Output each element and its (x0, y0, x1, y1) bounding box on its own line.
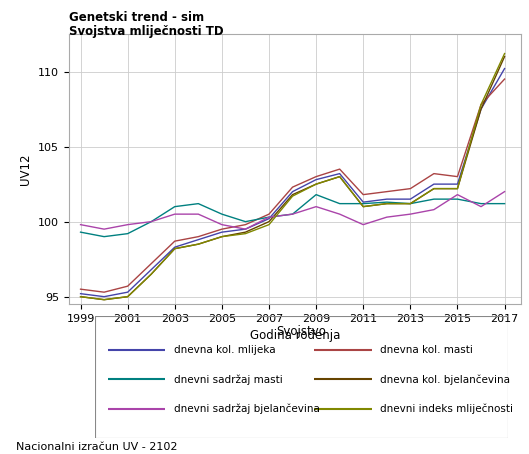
Text: dnevni sadržaj bjelančevina: dnevni sadržaj bjelančevina (174, 404, 320, 414)
Text: Svojstvo: Svojstvo (277, 326, 326, 338)
Text: dnevna kol. masti: dnevna kol. masti (380, 345, 473, 355)
Text: dnevni indeks mliječnosti: dnevni indeks mliječnosti (380, 404, 513, 414)
Text: Nacionalni izračun UV - 2102: Nacionalni izračun UV - 2102 (16, 442, 177, 452)
Y-axis label: UV12: UV12 (20, 153, 32, 185)
Text: dnevna kol. mlijeka: dnevna kol. mlijeka (174, 345, 275, 355)
X-axis label: Godina rođenja: Godina rođenja (250, 330, 340, 342)
Text: Svojstva mliječnosti TD: Svojstva mliječnosti TD (69, 25, 223, 38)
Text: dnevna kol. bjelančevina: dnevna kol. bjelančevina (380, 374, 510, 385)
Text: Genetski trend - sim: Genetski trend - sim (69, 11, 204, 25)
Text: dnevni sadržaj masti: dnevni sadržaj masti (174, 374, 282, 385)
